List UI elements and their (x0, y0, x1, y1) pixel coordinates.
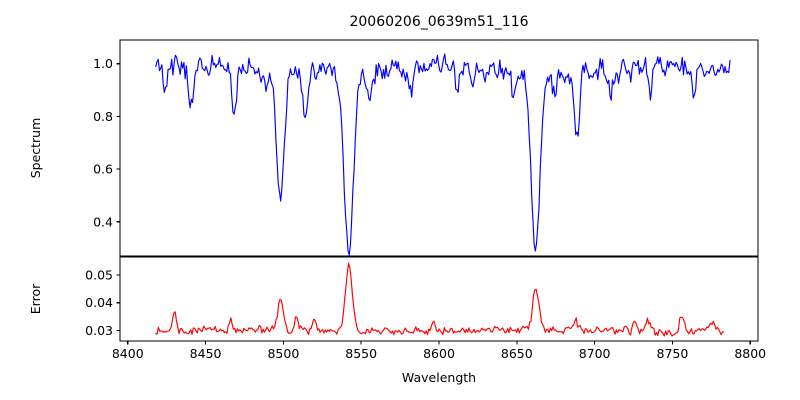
x-tick-label: 8450 (190, 346, 222, 361)
error-y-tick-group: 0.03 0.04 0.05 (85, 268, 120, 338)
y-tick-label: 0.04 (85, 295, 113, 310)
x-tick-label: 8650 (501, 346, 533, 361)
x-tick-group: 8400 8450 8500 8550 8600 8650 8700 8750 8800 (112, 341, 766, 361)
spectrum-y-tick-group: 0.4 0.6 0.8 1.0 (93, 56, 120, 229)
x-tick-label: 8600 (423, 346, 455, 361)
x-tick-label: 8800 (734, 346, 766, 361)
spectrum-y-axis-label: Spectrum (28, 118, 43, 179)
error-panel: 0.03 0.04 0.05 8400 8450 8500 8550 8600 8650 870… (28, 256, 766, 361)
x-tick-label: 8700 (579, 346, 611, 361)
x-tick-label: 8500 (267, 346, 299, 361)
y-tick-label: 0.05 (85, 268, 113, 283)
spectrum-panel: 0.4 0.6 0.8 1.0 Spectrum (28, 39, 759, 257)
spectrum-axes-frame (119, 39, 759, 257)
x-tick-label: 8550 (345, 346, 377, 361)
x-axis-label: Wavelength (402, 370, 476, 385)
chart-title: 20060206_0639m51_116 (349, 14, 528, 30)
error-data-line (155, 262, 725, 337)
error-y-axis-label: Error (28, 283, 43, 314)
y-tick-label: 0.8 (93, 109, 113, 124)
x-tick-label: 8400 (112, 346, 144, 361)
y-tick-label: 0.03 (85, 323, 113, 338)
x-tick-label: 8750 (657, 346, 689, 361)
y-tick-label: 0.6 (93, 162, 113, 177)
spectrum-data-line (155, 53, 731, 256)
y-tick-label: 0.4 (93, 214, 113, 229)
y-tick-label: 1.0 (93, 56, 113, 71)
